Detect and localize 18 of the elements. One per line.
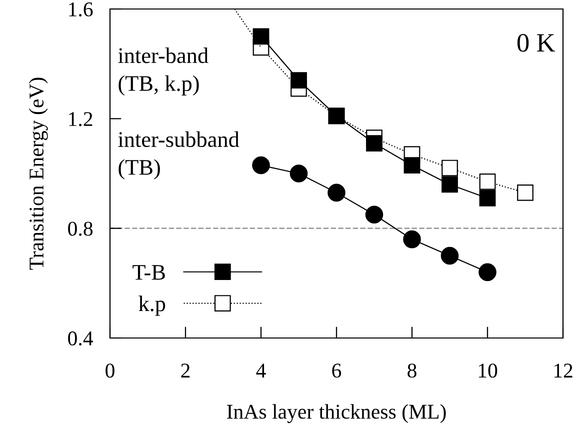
legend-label: k.p — [138, 296, 166, 316]
x-tick-label: 12 — [554, 364, 572, 378]
annotation: inter-band (TB, k.p) — [118, 48, 208, 96]
y-tick-label: 0.8 — [68, 222, 93, 236]
x-tick-label: 4 — [256, 364, 266, 378]
y-tick-label: 1.2 — [69, 112, 92, 126]
y-tick-label: 0.4 — [68, 331, 94, 346]
x-tick-label: 8 — [408, 364, 416, 378]
annotation: inter-subband (TB) — [118, 131, 240, 180]
y-axis-title: Transition Energy (eV) — [28, 78, 48, 270]
legend-label: T-B — [132, 265, 165, 280]
annotation: 0 K — [517, 34, 556, 52]
x-tick-label: 6 — [332, 364, 342, 378]
x-tick-label: 10 — [478, 364, 498, 378]
x-tick-label: 0 — [106, 364, 114, 378]
x-tick-label: 2 — [181, 364, 190, 378]
y-tick-label: 1.6 — [69, 2, 93, 17]
x-axis-title: InAs layer thickness (ML) — [227, 404, 446, 424]
